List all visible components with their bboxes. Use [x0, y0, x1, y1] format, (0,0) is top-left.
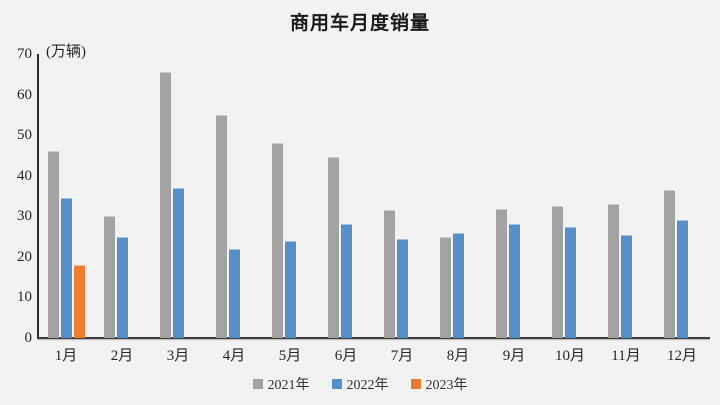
x-tick-label: 8月: [446, 348, 470, 364]
bar-2022年-3月: [172, 187, 184, 338]
bar-2022年-2月: [116, 236, 128, 338]
y-tick-label: 70: [17, 46, 32, 62]
bar-2021年-9月: [495, 209, 507, 338]
bar-2021年-3月: [159, 72, 171, 338]
bar-2022年-10月: [564, 227, 576, 338]
bar-2021年-1月: [47, 151, 59, 338]
bar-2021年-7月: [383, 210, 395, 338]
bar-2021年-6月: [327, 157, 339, 338]
y-tick-label: 50: [17, 127, 32, 144]
x-tick-label: 9月: [502, 348, 526, 364]
legend: 2021年 2022年 2023年: [0, 374, 720, 394]
bar-2021年-12月: [663, 189, 675, 338]
legend-swatch-icon: [331, 379, 342, 389]
bar-2022年-9月: [508, 224, 520, 338]
y-tick-label: 30: [17, 208, 32, 225]
bar-2022年-12月: [676, 219, 688, 338]
y-axis: [37, 54, 39, 338]
y-tick-label: 20: [17, 248, 32, 265]
y-axis-unit-label: (万辆): [46, 44, 86, 60]
legend-label: 2021年: [267, 378, 310, 393]
x-tick-label: 12月: [666, 348, 697, 364]
x-axis: [37, 336, 710, 339]
bar-2022年-7月: [396, 238, 408, 338]
bar-2021年-8月: [439, 237, 451, 338]
legend-item-2021年: 2021年: [252, 374, 310, 394]
bar-2023年-1月: [73, 264, 85, 338]
bar-2022年-4月: [228, 248, 240, 338]
bar-2021年-2月: [103, 216, 115, 338]
x-tick-label: 5月: [278, 348, 302, 364]
legend-label: 2022年: [346, 378, 389, 393]
bar-2022年-5月: [284, 240, 296, 338]
x-tick-label: 2月: [110, 348, 134, 364]
chart-title: 商用车月度销量: [289, 13, 430, 34]
legend-swatch-icon: [252, 379, 263, 389]
bar-2022年-6月: [340, 223, 352, 338]
bar-2021年-10月: [551, 205, 563, 338]
y-tick-label: 0: [24, 330, 33, 346]
y-tick-label: 10: [17, 289, 32, 306]
x-tick-label: 7月: [390, 348, 414, 364]
bar-2021年-4月: [215, 114, 227, 338]
x-tick-label: 11月: [611, 348, 641, 364]
bar-2022年-1月: [60, 198, 72, 338]
bar-2021年-11月: [607, 204, 619, 338]
x-tick-label: 3月: [166, 348, 190, 364]
bar-2022年-8月: [452, 232, 464, 338]
legend-label: 2023年: [425, 378, 468, 393]
x-tick-label: 4月: [222, 348, 246, 364]
legend-item-2023年: 2023年: [410, 374, 468, 394]
x-tick-label: 10月: [554, 348, 585, 364]
x-tick-label: 6月: [334, 348, 358, 364]
y-tick-label: 40: [17, 167, 32, 184]
legend-item-2022年: 2022年: [331, 374, 389, 394]
bar-2022年-11月: [620, 234, 632, 338]
bar-2021年-5月: [271, 143, 283, 338]
y-tick-label: 60: [17, 86, 32, 103]
legend-swatch-icon: [410, 379, 421, 389]
x-tick-label: 1月: [54, 348, 78, 364]
